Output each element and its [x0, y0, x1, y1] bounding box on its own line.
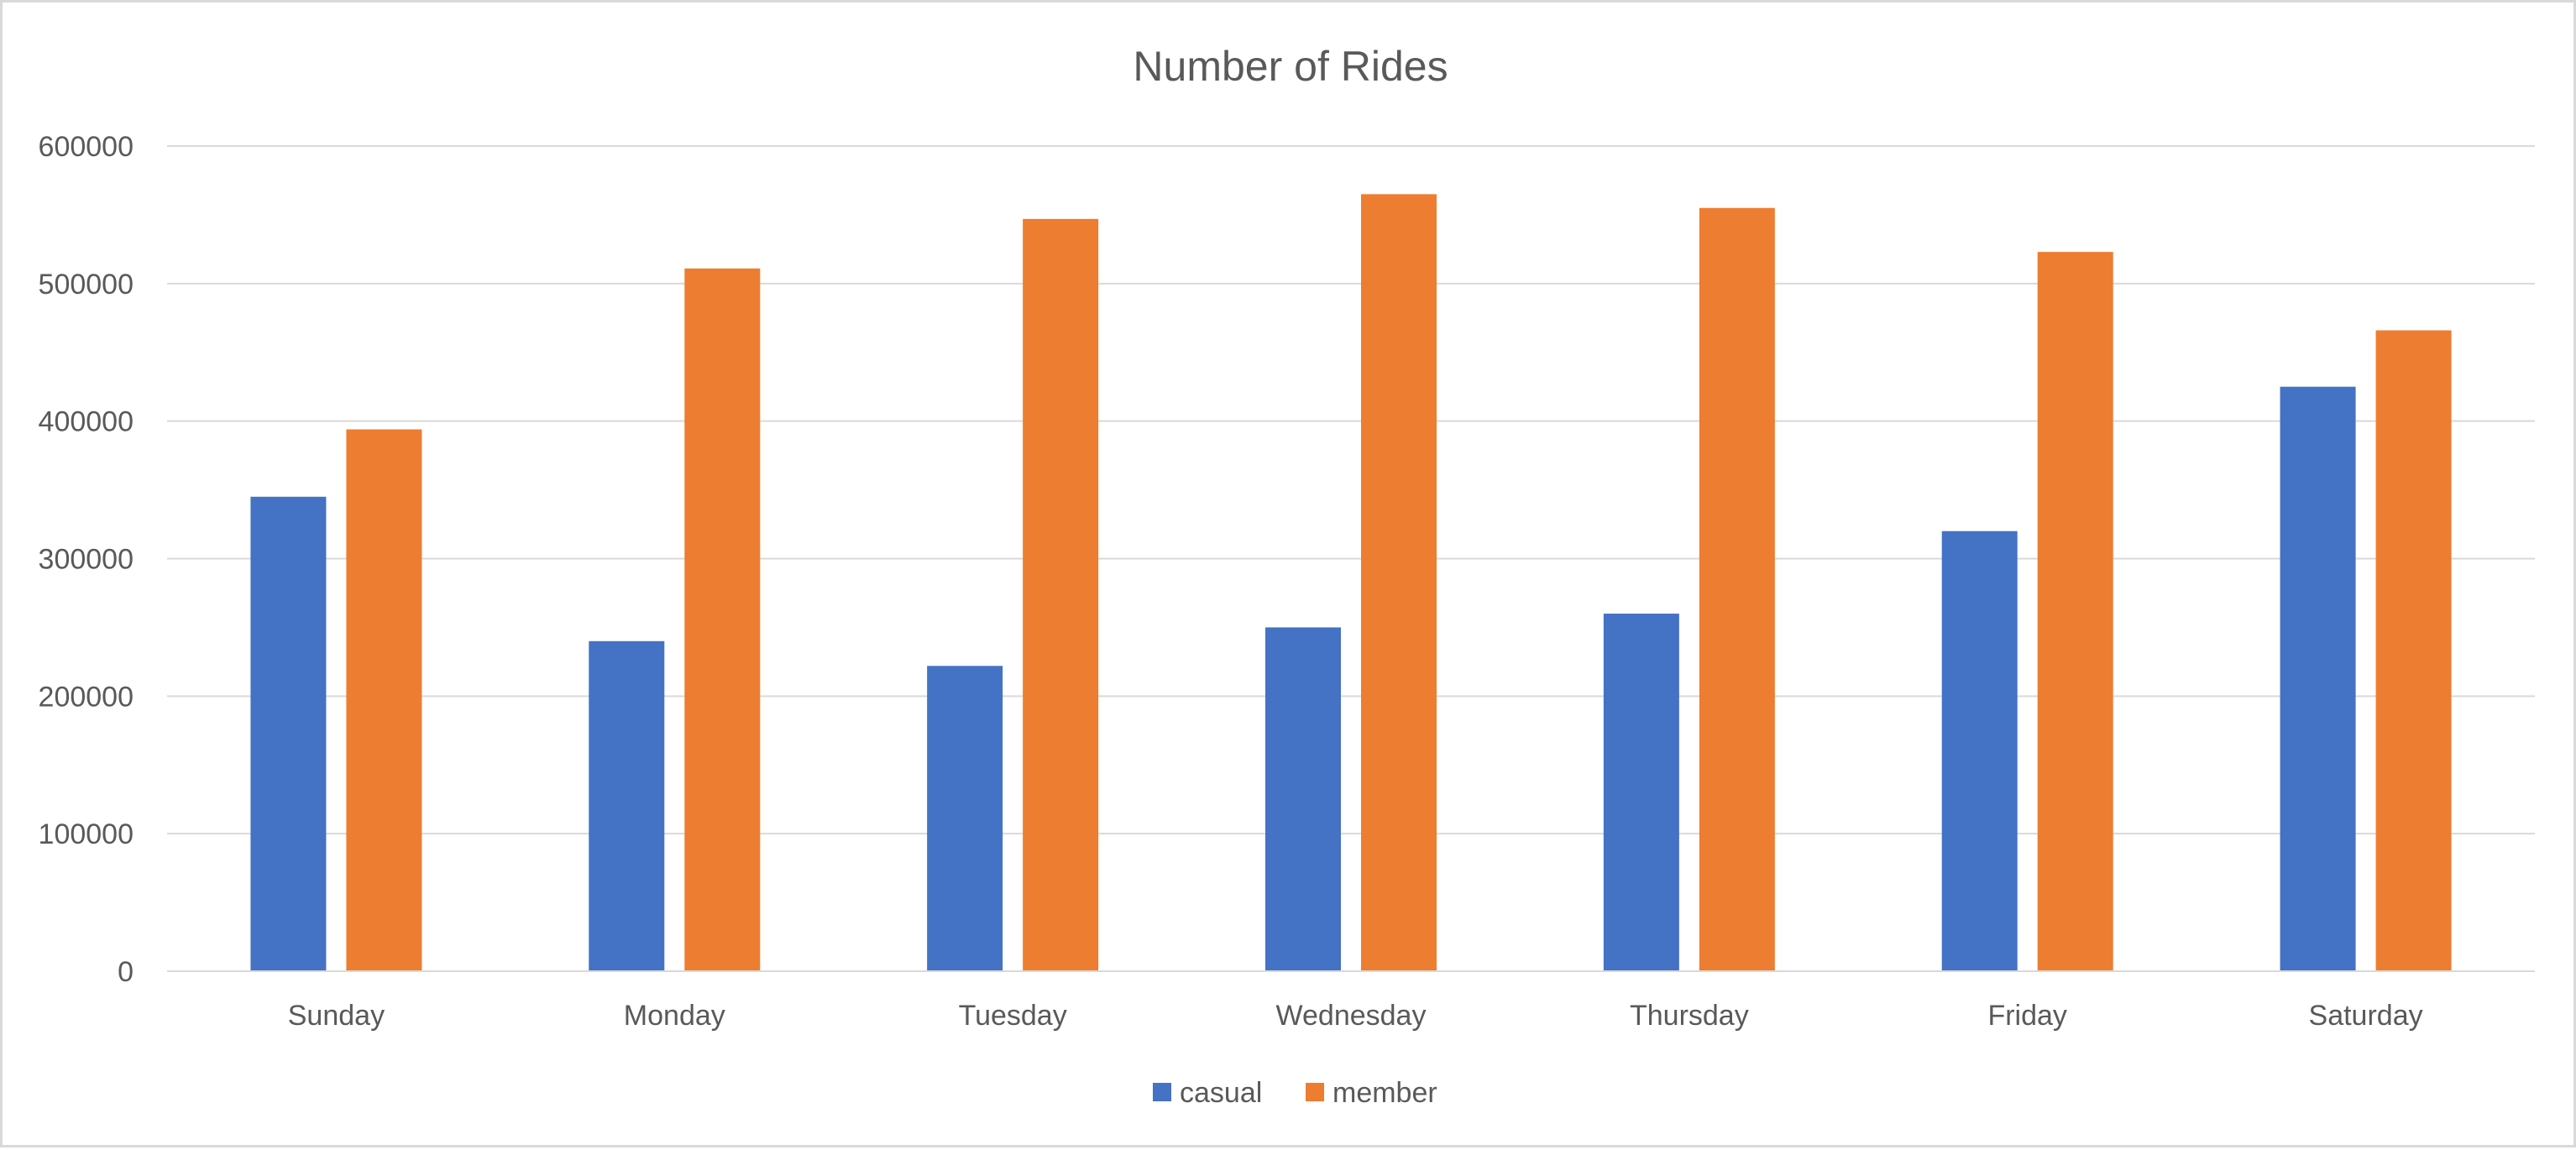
- bar-member-friday: [2037, 252, 2113, 971]
- y-tick-label: 100000: [39, 818, 134, 850]
- bar-member-monday: [684, 268, 761, 972]
- bar-casual-thursday: [1603, 614, 1679, 971]
- chart-title: Number of Rides: [1133, 43, 1448, 90]
- x-tick-label: Monday: [624, 1000, 725, 1032]
- bar-chart: Number of Rides 0 100000 200000 300000 40000…: [39, 43, 2535, 1109]
- y-tick-label: 300000: [39, 544, 134, 576]
- x-tick-label: Saturday: [2309, 1000, 2423, 1032]
- x-tick-label: Sunday: [288, 1000, 385, 1032]
- y-axis-ticks: 0 100000 200000 300000 400000 500000 600000: [39, 131, 134, 988]
- x-tick-label: Wednesday: [1276, 1000, 1427, 1032]
- x-axis-ticks: Sunday Monday Tuesday Wednesday Thursday Frid…: [288, 1000, 2423, 1032]
- y-tick-label: 500000: [39, 269, 134, 301]
- y-tick-label: 0: [118, 956, 134, 988]
- legend-label-casual: casual: [1180, 1077, 1262, 1109]
- bar-casual-sunday: [250, 496, 327, 971]
- legend-swatch-casual: [1153, 1083, 1171, 1101]
- bar-member-thursday: [1699, 207, 1775, 972]
- bar-member-wednesday: [1361, 194, 1437, 971]
- legend: casual member: [1153, 1077, 1437, 1109]
- bar-member-tuesday: [1023, 218, 1099, 971]
- bars: [250, 194, 2452, 972]
- bar-casual-tuesday: [927, 666, 1003, 971]
- bar-casual-saturday: [2280, 386, 2356, 971]
- bar-casual-friday: [1941, 531, 2018, 971]
- x-tick-label: Thursday: [1630, 1000, 1749, 1032]
- y-tick-label: 200000: [39, 681, 134, 713]
- bar-member-sunday: [346, 429, 422, 971]
- bar-member-saturday: [2375, 330, 2452, 972]
- bar-casual-wednesday: [1265, 627, 1341, 971]
- x-tick-label: Tuesday: [959, 1000, 1067, 1032]
- gridlines: [167, 145, 2535, 835]
- legend-label-member: member: [1333, 1077, 1437, 1109]
- x-tick-label: Friday: [1987, 1000, 2066, 1032]
- y-tick-label: 600000: [39, 131, 134, 163]
- bar-casual-monday: [589, 640, 665, 971]
- y-tick-label: 400000: [39, 406, 134, 438]
- legend-swatch-member: [1306, 1083, 1324, 1101]
